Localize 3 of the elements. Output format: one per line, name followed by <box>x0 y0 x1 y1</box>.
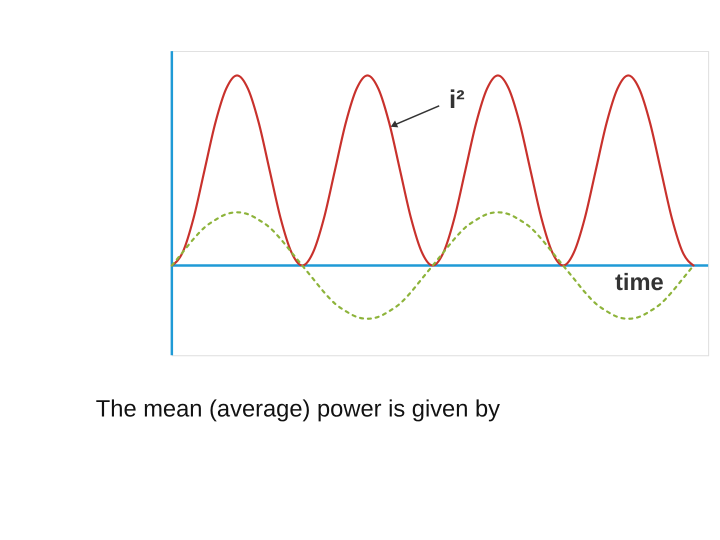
text: The mean (average) power is given by <box>96 396 500 423</box>
x-axis-title: time <box>614 270 664 296</box>
series-label: i² <box>449 86 465 114</box>
